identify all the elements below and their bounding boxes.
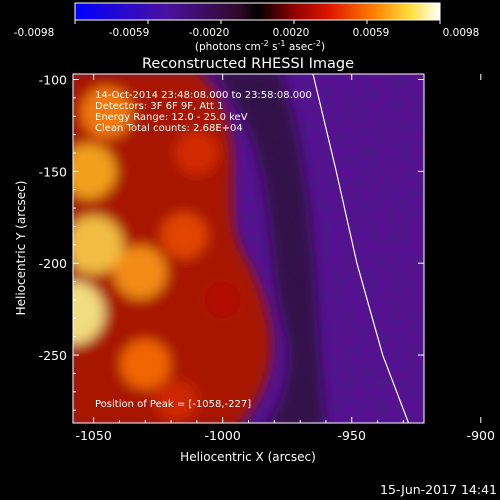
y-tick-label: -250 (39, 348, 67, 363)
emission-blob (80, 86, 133, 139)
emission-blob (204, 281, 242, 319)
emission-blob (73, 281, 105, 345)
colorbar-tick-label: -0.0020 (189, 27, 230, 39)
x-axis: -1050 -1000 -950 -900 (75, 74, 495, 443)
y-axis: -100 -150 -200 -250 (39, 73, 424, 411)
emission-blob (73, 143, 116, 199)
annotation-time: 14-Oct-2014 23:48:08.000 to 23:58:08.000 (95, 90, 312, 101)
emission-blob (160, 212, 207, 259)
annotation-peak: Position of Peak = [-1058,-227] (95, 399, 251, 410)
colorbar-ticks (74, 20, 441, 24)
emission-blob (113, 245, 167, 299)
emission-blob (155, 379, 198, 423)
emission-blob (120, 339, 171, 390)
annotation-energy: Energy Range: 12.0 - 25.0 keV (95, 112, 248, 123)
annotations: 14-Oct-2014 23:48:08.000 to 23:58:08.000… (95, 90, 312, 410)
y-axis-label: Heliocentric Y (arcsec) (14, 181, 28, 316)
emission-fringe (212, 74, 326, 423)
chart-title: Reconstructed RHESSI Image (142, 56, 354, 72)
plot-area (73, 74, 424, 423)
x-axis-label: Heliocentric X (arcsec) (180, 450, 316, 464)
y-tick-label: -150 (39, 164, 67, 179)
emission-layer (73, 74, 326, 423)
colorbar-tick-label: -0.0059 (109, 27, 150, 39)
colorbar-tick-label: -0.0098 (14, 27, 55, 39)
emission-blob (175, 131, 219, 175)
colorbar-tick-label: 0.0098 (443, 27, 480, 39)
colorbar-tick-label: 0.0020 (273, 27, 310, 39)
x-tick-label: -1050 (75, 428, 111, 443)
annotation-clean: Clean Total counts: 2.68E+04 (95, 123, 243, 134)
x-tick-label: -950 (338, 428, 366, 443)
annotation-detectors: Detectors: 3F 6F 9F, Att 1 (95, 101, 223, 112)
y-tick-label: -200 (39, 256, 67, 271)
colorbar (74, 2, 441, 21)
emission-blob (73, 215, 123, 275)
footer-timestamp: 15-Jun-2017 14:41 (380, 482, 497, 497)
x-tick-label: -900 (467, 428, 495, 443)
colorbar-units: (photons cm-2 s-1 asec-2) (195, 39, 325, 53)
colorbar-tick-label: 0.0059 (353, 27, 390, 39)
x-tick-label: -1000 (205, 428, 241, 443)
y-tick-label: -100 (39, 73, 67, 88)
solar-limb (312, 74, 410, 423)
